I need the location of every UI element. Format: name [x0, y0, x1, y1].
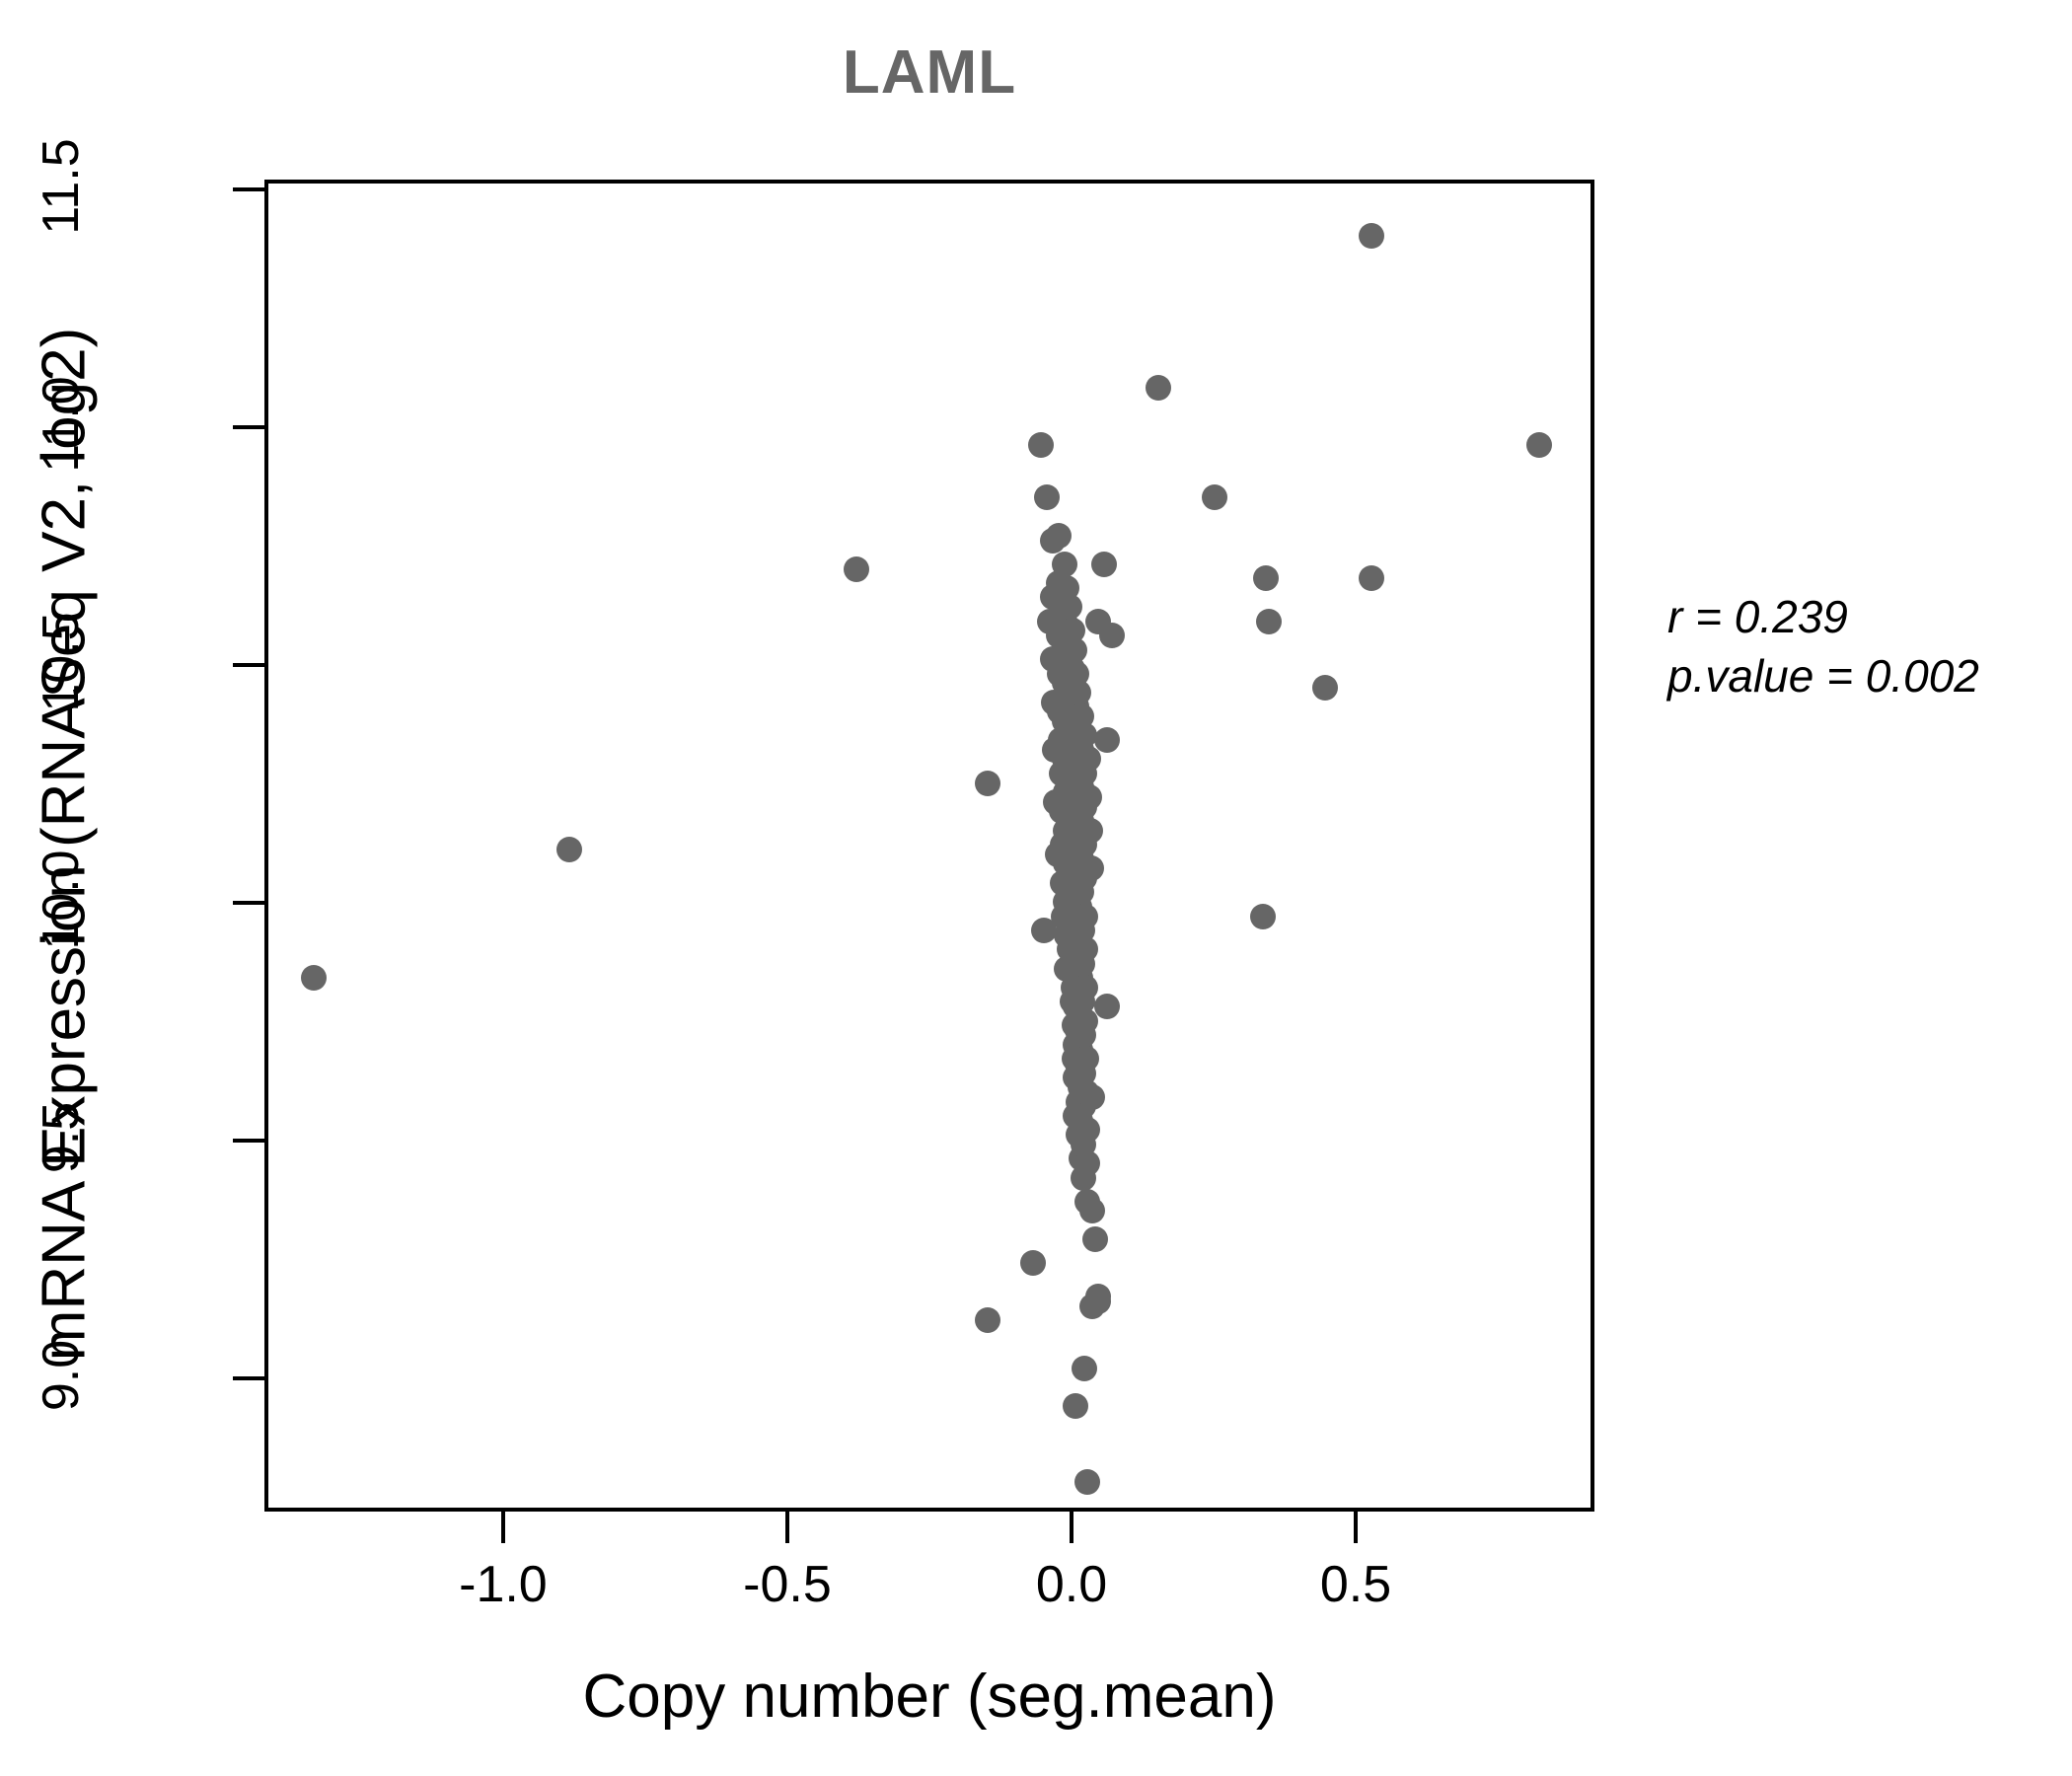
data-point — [1525, 432, 1552, 459]
y-tick-label: 11.0 — [33, 376, 90, 473]
data-point — [1312, 675, 1339, 702]
data-point — [556, 837, 583, 862]
data-point — [974, 1307, 1000, 1334]
data-point — [844, 555, 870, 582]
data-point — [974, 770, 1000, 796]
x-tick-mark — [1070, 1512, 1074, 1543]
data-point — [1057, 594, 1083, 621]
x-axis-title: Copy number (seg.mean) — [582, 1663, 1277, 1731]
data-point — [1073, 974, 1099, 1000]
y-tick-label: 9.5 — [33, 1101, 90, 1174]
x-tick-label: -1.0 — [459, 1556, 548, 1613]
y-tick-mark — [233, 1376, 264, 1380]
data-point — [301, 965, 328, 992]
data-point — [1202, 484, 1228, 511]
data-point — [1061, 636, 1087, 663]
data-point — [1093, 994, 1120, 1020]
x-tick-mark — [500, 1512, 505, 1543]
data-point — [1073, 1117, 1100, 1144]
data-point — [1072, 903, 1098, 929]
data-point — [1253, 565, 1279, 592]
correlation-label: r = 0.239 — [1667, 591, 1848, 642]
data-point — [1073, 1469, 1100, 1496]
data-point — [1090, 551, 1117, 577]
y-tick-label: 10.5 — [33, 612, 90, 712]
y-tick-label: 9.0 — [33, 1339, 90, 1412]
y-tick-mark — [233, 1138, 264, 1143]
data-point — [1051, 551, 1077, 577]
data-point — [1075, 783, 1102, 810]
page-title: LAML — [842, 38, 1017, 107]
x-tick-mark — [784, 1512, 789, 1543]
x-tick-label: -0.5 — [743, 1556, 832, 1613]
data-point — [1034, 484, 1061, 511]
data-point — [1250, 903, 1277, 929]
plot-data-area — [268, 184, 1591, 1508]
y-tick-label: 10.0 — [33, 850, 90, 950]
data-point — [1076, 817, 1103, 844]
data-point — [1071, 722, 1097, 749]
data-point — [1073, 1046, 1099, 1073]
data-point — [1358, 565, 1384, 592]
data-point — [1073, 1007, 1099, 1034]
y-tick-mark — [233, 662, 264, 667]
data-point — [1073, 1150, 1100, 1177]
stats-annotation: r = 0.239 p.value = 0.002 — [1667, 588, 1979, 706]
p-value-label: p.value = 0.002 — [1667, 649, 1979, 702]
x-tick-mark — [1354, 1512, 1359, 1543]
data-point — [1028, 432, 1055, 459]
data-point — [1063, 1393, 1089, 1420]
x-tick-label: 0.5 — [1319, 1556, 1392, 1613]
data-point — [1079, 1198, 1106, 1224]
y-tick-mark — [233, 424, 264, 429]
x-tick-label: 0.0 — [1035, 1556, 1108, 1613]
data-point — [1358, 223, 1384, 250]
y-tick-mark — [233, 186, 264, 191]
data-point — [1071, 1355, 1097, 1381]
data-point — [1082, 1226, 1109, 1253]
data-point — [1065, 679, 1091, 705]
data-point — [1019, 1250, 1046, 1277]
data-point — [1078, 855, 1105, 882]
data-point — [1255, 608, 1282, 634]
data-point — [1079, 1293, 1106, 1319]
data-point — [1079, 1083, 1106, 1110]
data-point — [1099, 623, 1126, 649]
data-point — [1074, 746, 1101, 773]
y-tick-mark — [233, 900, 264, 905]
data-point — [1093, 727, 1120, 754]
y-tick-label: 11.5 — [33, 137, 90, 235]
data-point — [1045, 522, 1072, 549]
data-point — [1072, 936, 1098, 963]
data-point — [1145, 375, 1171, 402]
plot-frame — [264, 180, 1594, 1512]
